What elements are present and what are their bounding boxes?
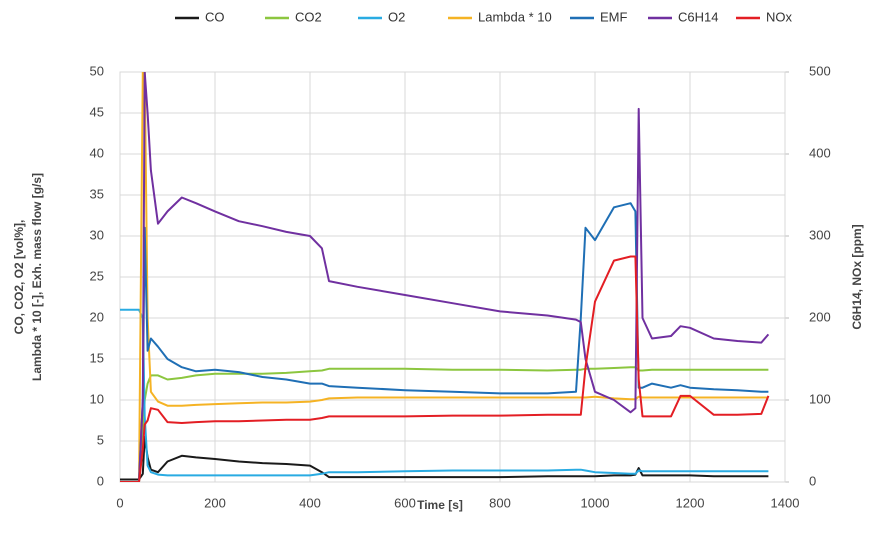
legend-label: O2 (388, 9, 405, 24)
series-line (120, 366, 769, 482)
series-line (120, 255, 770, 482)
legend-label: CO2 (295, 9, 322, 24)
y2-tick-label: 300 (809, 227, 831, 242)
y2-tick-label: 0 (809, 473, 816, 488)
y-tick-label: 50 (90, 63, 104, 78)
x-axis-label: Time [s] (417, 498, 463, 512)
x-tick-label: 1400 (771, 495, 800, 510)
x-tick-label: 200 (204, 495, 226, 510)
y2-tick-label: 200 (809, 309, 831, 324)
x-tick-label: 0 (116, 495, 123, 510)
y-tick-label: 5 (97, 432, 104, 447)
legend-label: EMF (600, 9, 628, 24)
y-tick-label: 40 (90, 145, 104, 160)
y2-tick-label: 100 (809, 391, 831, 406)
legend-label: C6H14 (678, 9, 718, 24)
series-line (120, 435, 769, 481)
y-tick-label: 0 (97, 473, 104, 488)
y-tick-label: 20 (90, 309, 104, 324)
y-tick-label: 30 (90, 227, 104, 242)
x-tick-label: 800 (489, 495, 511, 510)
series-line (120, 308, 769, 477)
series-line (120, 72, 770, 482)
series-line (120, 72, 769, 482)
x-tick-label: 400 (299, 495, 321, 510)
x-tick-label: 1200 (676, 495, 705, 510)
y2-axis-label: C6H14, NOx [ppm] (850, 224, 864, 329)
legend-label: CO (205, 9, 225, 24)
y-tick-label: 15 (90, 350, 104, 365)
y-tick-label: 25 (90, 268, 104, 283)
y-tick-label: 45 (90, 104, 104, 119)
y2-tick-label: 400 (809, 145, 831, 160)
legend-label: Lambda * 10 (478, 9, 552, 24)
y-axis-label: Lambda * 10 [-], Exh. mass flow [g/s] (30, 173, 44, 381)
y-tick-label: 10 (90, 391, 104, 406)
y-tick-label: 35 (90, 186, 104, 201)
series-line (120, 202, 769, 482)
x-tick-label: 600 (394, 495, 416, 510)
plot-frame (119, 71, 786, 483)
legend-label: NOx (766, 9, 793, 24)
x-tick-label: 1000 (581, 495, 610, 510)
y-axis-label: CO, CO2, O2 [vol%], (12, 220, 26, 335)
y2-tick-label: 500 (809, 63, 831, 78)
